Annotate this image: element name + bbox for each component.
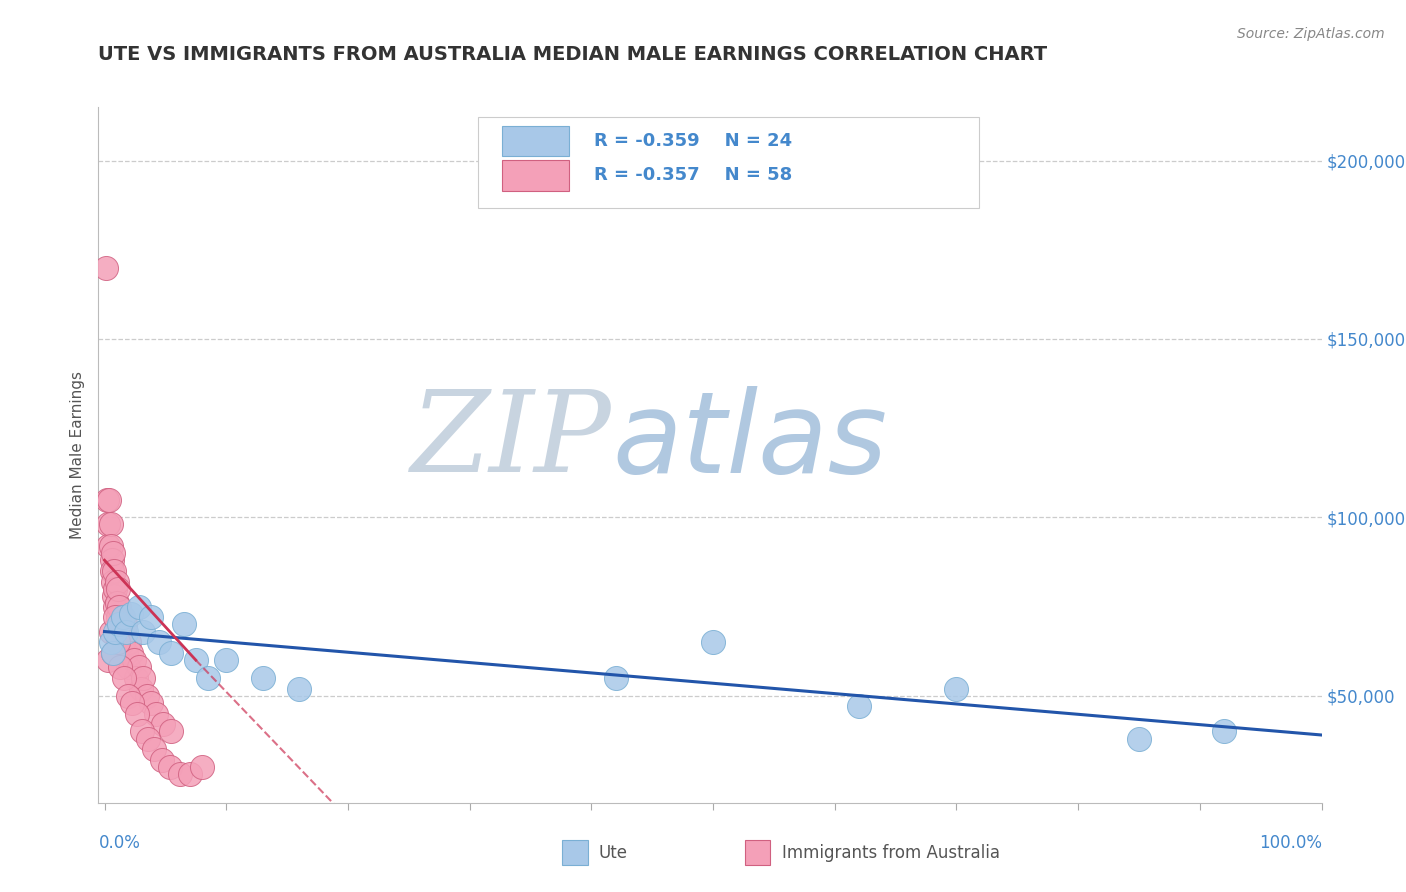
Point (110, 660, 132, 674)
Text: Source: ZipAtlas.com: Source: ZipAtlas.com (1237, 27, 1385, 41)
Point (111, 610, 134, 624)
Point (159, 760, 181, 774)
Point (100, 635, 122, 649)
Point (112, 671, 135, 685)
Point (127, 706, 149, 721)
Point (252, 671, 274, 685)
Text: ZIP: ZIP (412, 385, 612, 496)
Point (150, 753, 173, 767)
Point (1128, 731, 1150, 746)
Point (101, 574, 124, 589)
Point (112, 624, 135, 639)
Point (128, 599, 150, 614)
Point (103, 564, 125, 578)
Point (105, 596, 128, 610)
Point (125, 671, 148, 685)
Point (115, 624, 138, 639)
Point (129, 681, 152, 696)
Point (169, 767, 191, 781)
Point (131, 724, 153, 739)
Point (152, 717, 174, 731)
Point (97, 653, 120, 667)
Text: Ute: Ute (599, 844, 628, 862)
Point (108, 617, 131, 632)
Point (148, 635, 170, 649)
Point (104, 624, 127, 639)
Point (100, 517, 122, 532)
Point (143, 742, 166, 756)
Point (94, 260, 117, 275)
Point (97, 517, 120, 532)
FancyBboxPatch shape (502, 126, 569, 156)
Point (288, 681, 311, 696)
Point (160, 646, 183, 660)
Text: atlas: atlas (612, 385, 887, 497)
Point (184, 653, 207, 667)
Point (107, 582, 129, 596)
Point (132, 671, 155, 685)
Text: Immigrants from Australia: Immigrants from Australia (782, 844, 1000, 862)
Text: 100.0%: 100.0% (1258, 834, 1322, 852)
Point (100, 539, 122, 553)
Point (101, 646, 124, 660)
Point (98, 492, 121, 507)
Point (118, 635, 141, 649)
Point (97, 539, 120, 553)
Point (108, 599, 131, 614)
Point (117, 689, 139, 703)
Point (104, 610, 127, 624)
Point (121, 696, 143, 710)
Point (136, 689, 159, 703)
Point (111, 635, 134, 649)
Point (1213, 724, 1236, 739)
Point (179, 767, 201, 781)
Point (215, 653, 238, 667)
Text: UTE VS IMMIGRANTS FROM AUSTRALIA MEDIAN MALE EARNINGS CORRELATION CHART: UTE VS IMMIGRANTS FROM AUSTRALIA MEDIAN … (98, 45, 1047, 63)
FancyBboxPatch shape (478, 118, 979, 208)
Point (110, 617, 132, 632)
Point (122, 653, 145, 667)
Point (120, 646, 142, 660)
Point (145, 706, 167, 721)
Point (101, 546, 124, 560)
Point (702, 635, 724, 649)
Point (128, 660, 150, 674)
Point (110, 624, 132, 639)
Text: 0.0%: 0.0% (98, 834, 141, 852)
Point (136, 731, 159, 746)
Point (945, 681, 967, 696)
Point (117, 660, 139, 674)
Point (101, 564, 124, 578)
Point (111, 610, 134, 624)
Point (101, 646, 124, 660)
Point (103, 589, 125, 603)
Point (100, 624, 122, 639)
Text: R = -0.357    N = 58: R = -0.357 N = 58 (593, 166, 792, 185)
Point (104, 599, 127, 614)
Point (114, 617, 136, 632)
Point (173, 617, 195, 632)
Point (605, 671, 627, 685)
Point (105, 574, 128, 589)
FancyBboxPatch shape (502, 160, 569, 191)
Point (107, 610, 129, 624)
Point (160, 724, 183, 739)
Point (120, 607, 142, 621)
Point (132, 624, 155, 639)
Point (96, 492, 118, 507)
Point (139, 696, 162, 710)
Point (104, 582, 127, 596)
Y-axis label: Median Male Earnings: Median Male Earnings (70, 371, 86, 539)
Point (101, 553, 124, 567)
Point (848, 699, 870, 714)
Point (115, 646, 138, 660)
Point (139, 610, 162, 624)
Point (107, 635, 129, 649)
Point (197, 671, 219, 685)
Text: R = -0.359    N = 24: R = -0.359 N = 24 (593, 132, 792, 150)
Point (191, 760, 214, 774)
